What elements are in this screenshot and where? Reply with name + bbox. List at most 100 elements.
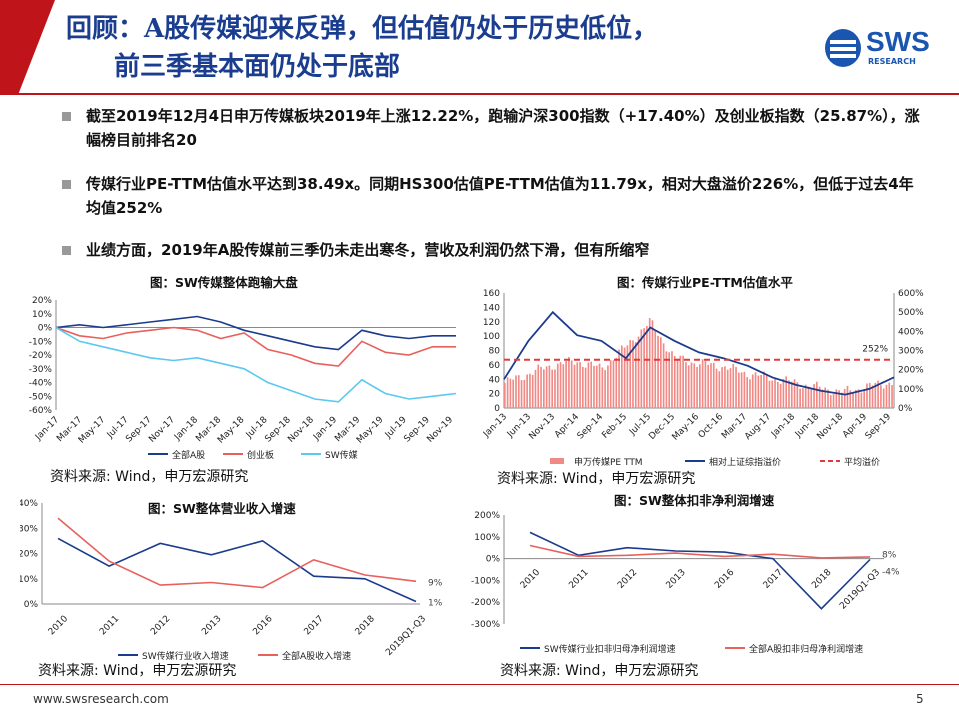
chart4-end-label: 8% (882, 551, 897, 561)
legend-label: 全部A股收入增速 (282, 650, 351, 662)
chart2-bar (668, 352, 671, 408)
chart2-bar (657, 335, 659, 408)
chart2-right-tick: 200% (898, 366, 924, 376)
chart2-bar (673, 355, 676, 408)
chart3-source: 资料来源: Wind，申万宏源研究 (38, 663, 237, 679)
legend-label: 全部A股扣非归母净利润增速 (749, 643, 863, 655)
chart2-bar (754, 372, 757, 408)
page-number: 5 (916, 692, 924, 706)
chart4-x-tick: 2018 (810, 567, 833, 590)
chart2-bar (718, 371, 721, 408)
chart2-bar (749, 379, 751, 408)
chart2-bar (802, 388, 804, 408)
chart-pe-ttm: 160 140 120 100 80 60 40 20 0 600% 500% 400% 300% 200… (481, 289, 924, 468)
chart2-bar (877, 380, 879, 408)
chart2-bar (534, 369, 537, 408)
legend-label: SW传媒行业扣非归母净利润增速 (544, 643, 676, 655)
chart2-bar (612, 360, 615, 408)
chart2-bar (540, 366, 542, 408)
chart2-bar (526, 374, 528, 408)
logo-name: SWS (866, 26, 930, 57)
chart2-y-tick: 120 (483, 318, 500, 328)
chart2-bar (735, 366, 737, 408)
chart2-bar (707, 364, 710, 408)
chart2-bar (520, 380, 523, 408)
chart2-average-label: 252% (862, 345, 888, 355)
chart2-bar (568, 357, 570, 408)
chart2-bar (882, 388, 885, 408)
bullet-marker (62, 246, 71, 255)
chart1-x-tick: Nov-18 (286, 415, 316, 445)
chart2-bar (855, 389, 857, 408)
chart2-right-tick: 0% (898, 404, 913, 414)
chart1-title: 图：SW传媒整体跑输大盘 (150, 275, 298, 290)
chart3-end-label: 9% (428, 578, 443, 588)
chart3-series-line-1 (57, 517, 417, 589)
chart2-bar (595, 365, 598, 408)
bullet-marker (62, 112, 71, 121)
chart1-y-tick: 10% (32, 310, 52, 320)
chart2-bar (751, 374, 754, 408)
chart2-bar (515, 375, 517, 408)
chart1-series-line-1 (55, 326, 456, 367)
chart2-right-tick: 300% (898, 347, 924, 357)
chart2-bar (740, 372, 743, 408)
chart2-bar (598, 363, 601, 408)
chart2-bar (648, 318, 651, 408)
chart3-x-tick: 2016 (251, 614, 274, 637)
chart2-x-tick: Feb-15 (600, 412, 629, 441)
chart2-x-tick: May-16 (671, 412, 702, 443)
chart2-bar (827, 389, 829, 408)
chart2-bar (590, 361, 593, 408)
chart2-y-tick: 20 (489, 390, 501, 400)
chart2-bar (531, 374, 534, 408)
legend-label: 相对上证综指溢价 (709, 456, 781, 468)
chart2-bar (548, 365, 551, 408)
chart2-bar (807, 386, 810, 408)
chart-relative-performance: 20%10%0%-10%-20%-30%-40%-50%-60%Jan-17Ma… (29, 296, 457, 461)
chart2-bar (637, 336, 640, 408)
chart2-bar (626, 345, 629, 408)
chart2-bar (774, 378, 776, 408)
chart2-bar (816, 381, 818, 408)
chart4-y-tick: 100% (474, 533, 500, 543)
legend-label: 全部A股 (172, 449, 205, 461)
chart2-bar (699, 364, 701, 408)
chart2-x-tick: Jan-18 (769, 412, 797, 440)
chart2-bar (609, 360, 612, 408)
chart3-x-tick: 2017 (303, 614, 326, 637)
chart2-bar (504, 382, 506, 408)
chart2-bar (738, 372, 740, 408)
chart2-bar (888, 382, 891, 408)
chart2-y-tick: 60 (489, 361, 501, 371)
chart2-bar (562, 364, 565, 408)
chart3-y-tick: 40% (20, 499, 38, 509)
chart2-bar (796, 382, 799, 408)
bullet-text: 截至2019年12月4日申万传媒板块2019年上涨12.22%，跑输沪深300指… (86, 107, 920, 149)
chart2-bar (760, 375, 762, 408)
chart2-bar (777, 382, 779, 408)
footer-divider (0, 684, 959, 685)
chart4-end-label: -4% (882, 568, 900, 578)
chart1-series-line-2 (55, 326, 457, 403)
chart2-bar (746, 377, 749, 408)
red-slash-decoration (0, 0, 55, 95)
chart4-x-tick: 2017 (762, 568, 785, 591)
chart2-bar (543, 369, 545, 408)
chart2-bar (618, 349, 620, 408)
chart1-y-tick: -20% (29, 351, 53, 361)
chart2-bar (829, 395, 832, 408)
chart2-bar (537, 364, 540, 408)
chart3-x-tick: 2013 (200, 614, 223, 637)
chart1-y-tick: -30% (29, 365, 53, 375)
chart2-bar (671, 351, 673, 408)
chart4-y-tick: 200% (474, 511, 500, 521)
chart2-bar (607, 365, 609, 408)
footer-url-link[interactable]: www.swsresearch.com (33, 692, 169, 706)
chart1-y-tick: 20% (32, 296, 52, 306)
chart2-bar (824, 387, 827, 408)
legend-swatch (550, 458, 564, 464)
chart2-bar (768, 380, 771, 408)
title-line-1: 回顾：A股传媒迎来反弹，但估值仍处于历史低位， (66, 14, 659, 44)
chart4-x-tick: 2010 (519, 567, 542, 590)
